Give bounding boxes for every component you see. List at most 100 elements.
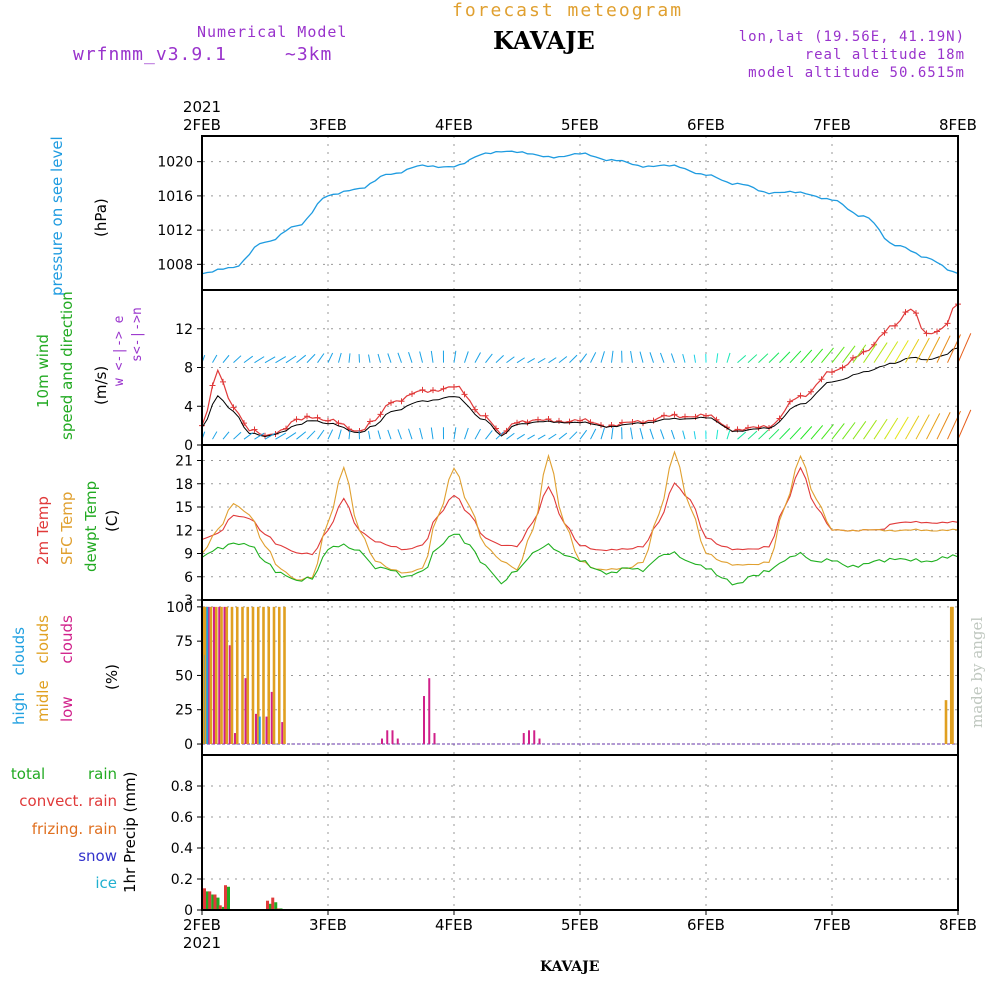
wind-arrow — [397, 352, 402, 363]
wind-speed-marker — [230, 404, 237, 411]
wind-arrow — [863, 419, 877, 440]
wind-arrow — [296, 354, 307, 364]
date-label-bottom: 3FEB — [309, 916, 347, 934]
wind-arrow — [338, 429, 342, 440]
wind-arrow — [800, 349, 813, 363]
wind-arrow — [758, 353, 769, 364]
station-title: KAVAJE — [493, 26, 595, 55]
low-cloud-bar — [423, 696, 425, 745]
y-tick-label: 9 — [184, 547, 193, 563]
wind-arrow — [569, 354, 578, 364]
mid-cloud-bar — [251, 606, 255, 745]
snow-label: snow — [78, 847, 117, 865]
wind-arrow — [419, 427, 423, 440]
wind-arrow — [548, 357, 557, 364]
wind-arrow — [737, 431, 747, 440]
wind-speed-marker — [398, 398, 405, 405]
y-tick-label: 0.4 — [171, 841, 193, 857]
wind-arrow — [936, 412, 951, 440]
wind-arrow — [649, 352, 654, 363]
wind-arrow — [590, 352, 597, 363]
low-cloud-bar — [223, 606, 226, 745]
low-cloud-bar — [234, 733, 236, 745]
year-label-bottom: 2021 — [183, 934, 221, 952]
mid-cloud-bar — [225, 606, 229, 745]
low-cloud-bar — [428, 678, 431, 745]
wind-arrow — [630, 427, 633, 440]
wind-arrow — [474, 352, 481, 363]
wind-arrow — [821, 347, 834, 363]
model-altitude: model altitude 50.6515m — [748, 65, 965, 81]
low-cloud-bar — [207, 606, 210, 745]
model-title: Numerical Model — [197, 23, 348, 41]
wind-arrow — [243, 355, 254, 364]
wind-speed-marker — [944, 320, 951, 327]
wind-arrow — [485, 353, 493, 363]
wind-arrow — [590, 428, 597, 440]
low-cloud-bar — [386, 730, 389, 745]
date-label-top: 2FEB — [183, 116, 221, 134]
wind-speed-marker — [461, 391, 468, 398]
wind-arrow — [831, 346, 845, 363]
wind-arrow — [233, 431, 242, 440]
wind-arrow — [264, 356, 276, 364]
wind-arrow — [453, 350, 457, 363]
year-label-top: 2021 — [183, 98, 221, 116]
wind-arrow — [397, 429, 402, 440]
wind-arrow — [905, 338, 920, 363]
wind-arrow — [285, 355, 297, 364]
wind-speed-marker — [787, 398, 793, 405]
wind-arrow — [779, 351, 791, 364]
y-tick-label: 15 — [175, 500, 193, 516]
mid-cloud-bar — [241, 606, 244, 745]
wind-arrow — [659, 352, 665, 363]
y-tick-label: 0.2 — [171, 872, 193, 888]
ice-label: ice — [95, 874, 117, 892]
wind-speed-marker — [755, 424, 762, 431]
wind-arrow — [558, 432, 568, 440]
low-cloud-bar — [381, 738, 383, 745]
wind-arrow — [682, 430, 686, 440]
wind-arrow — [495, 431, 504, 440]
wind-arrow — [884, 417, 899, 440]
model-resolution: ~3km — [285, 44, 333, 65]
mid-cloud-bar — [267, 606, 271, 745]
low-cloud-bar — [281, 722, 284, 745]
low-cloud-bar — [433, 733, 436, 745]
low-cloud-bar — [533, 730, 536, 745]
mid-cloud-bar — [256, 606, 260, 745]
convect-rain-bar — [218, 905, 222, 910]
mid-cloud-bar — [209, 606, 213, 745]
y-tick-label: 4 — [184, 399, 193, 415]
wind-speed-marker — [293, 416, 300, 423]
wind-arrow — [327, 352, 334, 363]
high-cloud-bar — [258, 716, 261, 745]
lonlat-info: lon,lat (19.56E, 41.19N) — [738, 29, 965, 45]
date-label-bottom: 5FEB — [561, 916, 599, 934]
wind-arrow — [600, 351, 605, 363]
wind-arrow — [516, 433, 525, 440]
wind-speed-marker — [881, 329, 888, 336]
wind-arrow — [506, 432, 515, 440]
date-label-top: 6FEB — [687, 116, 725, 134]
wind-speed-marker — [913, 310, 919, 317]
wind-arrow — [212, 431, 218, 440]
wind-arrow — [285, 432, 297, 440]
low-cloud-bar — [270, 691, 273, 745]
y-tick-label: 3 — [184, 593, 193, 609]
wind-arrow — [368, 430, 371, 440]
wind-speed-marker — [923, 330, 930, 337]
wind-speed-marker — [430, 387, 436, 394]
wind-speed-marker — [472, 406, 478, 413]
low-cloud-bar — [255, 713, 257, 745]
date-label-bottom: 7FEB — [813, 916, 851, 934]
wind-speed-marker — [314, 414, 321, 421]
frizing-rain-label: frizing. rain — [31, 820, 117, 838]
low-cloud-bar — [396, 738, 399, 745]
total-rain-bar — [206, 891, 209, 910]
y-tick-label: 0 — [184, 903, 193, 919]
date-label-top: 5FEB — [561, 116, 599, 134]
low-cloud-bar — [522, 733, 525, 745]
convect-rain-bar — [213, 894, 217, 910]
wind-arrow — [639, 351, 644, 363]
